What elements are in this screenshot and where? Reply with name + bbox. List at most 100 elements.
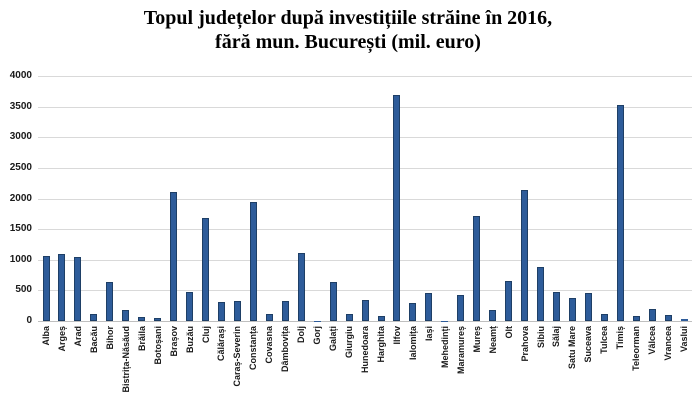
- bar: [584, 293, 592, 321]
- y-tick-label: 2000: [9, 192, 32, 204]
- x-tick-label: Dâmbovița: [280, 326, 291, 373]
- x-tick-label: Prahova: [519, 326, 530, 362]
- x-tick-label: Iași: [423, 326, 434, 342]
- x-tick-label: Călărași: [216, 326, 227, 362]
- bar: [42, 256, 50, 321]
- x-tick-label: Teleorman: [631, 326, 642, 371]
- x-tick-label: Constanța: [248, 326, 259, 371]
- bar: [600, 313, 608, 321]
- x-tick-label: Olt: [503, 326, 514, 339]
- x-tick-label: Arad: [72, 326, 83, 347]
- x-tick-label: Ialomița: [407, 326, 418, 361]
- bar: [138, 317, 146, 321]
- x-tick-label: Harghita: [376, 326, 386, 363]
- x-axis-line: [38, 321, 692, 322]
- y-tick-label: 0: [26, 315, 32, 326]
- x-tick-label: Mehedinți: [439, 326, 450, 368]
- bar: [505, 281, 513, 321]
- gridline: [38, 167, 692, 169]
- bar: [521, 189, 528, 321]
- bar: [265, 314, 273, 321]
- x-tick-label: Vâlcea: [647, 326, 658, 355]
- bar: [281, 300, 289, 321]
- bar: [74, 257, 82, 321]
- x-tick-label: Brașov: [168, 326, 179, 357]
- x-tick-label: Ilfov: [391, 326, 402, 345]
- bar: [297, 253, 305, 321]
- bar: [186, 292, 193, 321]
- chart-title: Topul județelor după investițiile străin…: [0, 6, 696, 54]
- bar: [616, 105, 624, 321]
- x-tick-label: Buzău: [184, 326, 195, 353]
- y-tick-label: 4000: [9, 70, 32, 81]
- bar: [568, 298, 576, 321]
- y-tick-label: 3000: [9, 131, 32, 143]
- bar: [249, 202, 257, 321]
- bar: [90, 313, 98, 321]
- bar: [489, 310, 497, 321]
- x-tick-label: Giurgiu: [344, 326, 354, 358]
- bar: [537, 267, 544, 321]
- bar: [393, 95, 401, 321]
- bar: [632, 315, 640, 321]
- gridline: [38, 106, 692, 108]
- bar: [680, 319, 688, 321]
- x-tick-label: Satu Mare: [567, 326, 578, 370]
- bar: [345, 314, 353, 321]
- x-tick-label: Alba: [41, 326, 51, 346]
- x-tick-label: Galați: [328, 326, 339, 352]
- x-tick-label: Maramureș: [455, 326, 466, 375]
- y-tick-label: 1500: [9, 223, 32, 235]
- bar: [58, 254, 66, 321]
- bar: [425, 292, 433, 321]
- x-tick-label: Sibiu: [535, 326, 546, 348]
- bar: [664, 314, 672, 321]
- x-tick-label: Cluj: [200, 326, 211, 343]
- bar: [202, 218, 209, 321]
- bar: [457, 294, 465, 321]
- x-tick-label: Suceava: [583, 326, 594, 363]
- x-tick-label: Bacău: [88, 326, 99, 354]
- bar: [329, 281, 337, 321]
- y-tick-label: 2500: [9, 161, 32, 173]
- x-tick-label: Brăila: [136, 326, 147, 352]
- bar: [552, 292, 560, 321]
- x-tick-label: Vaslui: [679, 326, 689, 353]
- y-tick-label: 3500: [9, 100, 32, 112]
- x-tick-label: Timiș: [615, 326, 626, 350]
- bar: [154, 317, 162, 321]
- x-tick-label: Botoșani: [152, 326, 163, 365]
- x-tick-label: Tulcea: [599, 326, 610, 354]
- bar: [122, 310, 130, 321]
- gridline: [38, 259, 692, 261]
- bar: [217, 302, 225, 321]
- x-tick-label: Bistrița-Năsăud: [120, 326, 131, 393]
- gridline: [38, 290, 692, 292]
- bar: [648, 309, 656, 321]
- bar: [233, 301, 241, 321]
- x-tick-label: Sălaj: [551, 326, 562, 348]
- bar: [106, 281, 114, 321]
- x-tick-label: Neamț: [487, 326, 498, 354]
- bar: [361, 299, 369, 321]
- x-tick-label: Gorj: [312, 326, 323, 345]
- x-tick-label: Mureș: [471, 326, 482, 353]
- gridline: [38, 229, 692, 231]
- gridline: [38, 198, 692, 200]
- bar: [473, 215, 481, 321]
- gridline: [38, 76, 692, 77]
- chart-title-line2: fără mun. București (mil. euro): [215, 31, 481, 53]
- y-tick-label: 500: [15, 284, 32, 296]
- x-tick-label: Covasna: [264, 326, 275, 364]
- x-tick-label: Hunedoara: [360, 326, 370, 374]
- gridline: [38, 137, 692, 139]
- x-tick-label: Argeș: [56, 326, 67, 352]
- bar: [377, 316, 385, 321]
- x-tick-label: Vrancea: [663, 326, 674, 361]
- y-tick-label: 1000: [9, 253, 32, 265]
- bar: [409, 302, 417, 321]
- x-tick-label: Caraș-Severin: [232, 326, 243, 387]
- chart-title-line1: Topul județelor după investițiile străin…: [143, 7, 553, 29]
